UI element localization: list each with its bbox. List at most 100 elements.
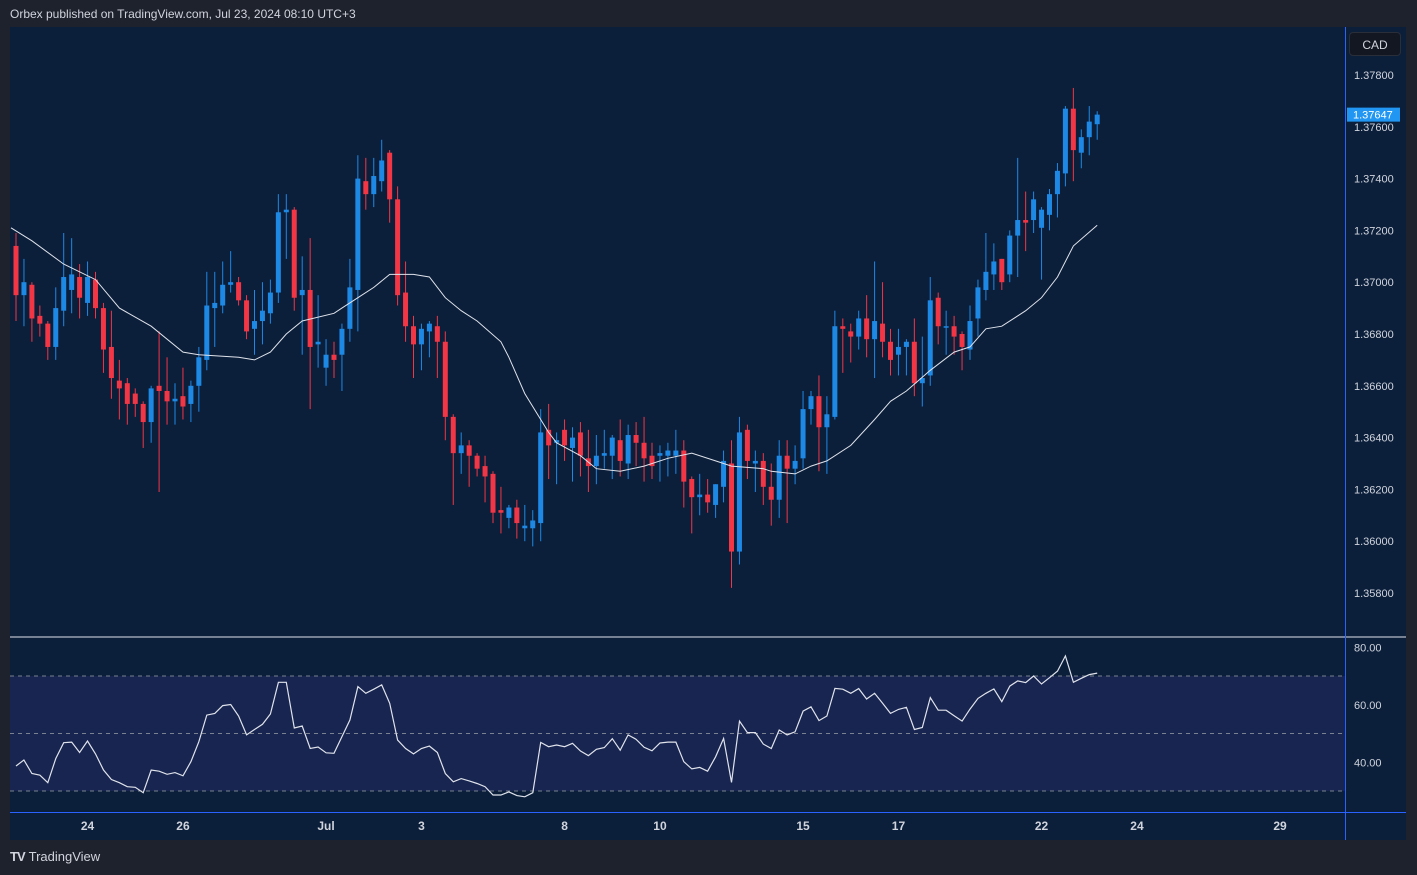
candle-body <box>1031 199 1037 221</box>
rsi-axis[interactable]: 80.00 60.00 40.00 <box>1354 642 1382 769</box>
candle-body <box>991 261 997 275</box>
candle-body <box>442 341 448 417</box>
candle-body <box>363 181 369 195</box>
candle-down <box>291 207 297 311</box>
rsi-tick-label: 80.00 <box>1354 642 1382 654</box>
candle-up <box>776 440 782 518</box>
candle-body <box>824 414 830 428</box>
candle-up <box>1054 163 1060 218</box>
candle-down <box>689 476 695 534</box>
candle-down <box>577 422 583 477</box>
candle-up <box>530 510 536 547</box>
footer-brand: TV TradingView <box>10 849 100 864</box>
candle-body <box>347 287 353 329</box>
candle-down <box>959 331 965 371</box>
candle-up <box>697 473 703 516</box>
time-tick-label: 24 <box>1130 819 1144 833</box>
price-tick-label: 1.37600 <box>1354 122 1394 134</box>
time-axis[interactable]: 24 26 Jul 3 8 10 15 17 22 24 29 <box>81 819 1287 833</box>
time-tick-label: 29 <box>1273 819 1287 833</box>
candle-up <box>736 416 742 565</box>
candle-body <box>633 435 639 443</box>
candle-body <box>546 429 552 446</box>
publish-info: Orbex published on TradingView.com, Jul … <box>10 7 356 21</box>
candle-down <box>108 310 114 399</box>
candle-body <box>196 357 202 386</box>
candle-body <box>1062 108 1068 174</box>
candle-down <box>951 315 957 355</box>
candle-body <box>204 305 210 360</box>
candle-body <box>768 486 774 500</box>
candle-down <box>13 232 19 322</box>
candle-body <box>848 331 854 337</box>
candle-body <box>13 245 19 296</box>
time-tick-label: 15 <box>796 819 810 833</box>
candle-down <box>387 150 393 223</box>
candle-body <box>983 271 989 290</box>
candle-up <box>458 432 464 474</box>
candle-up <box>1031 191 1037 233</box>
candle-body <box>665 450 671 456</box>
candle-body <box>1039 209 1045 228</box>
candle-body <box>736 432 742 552</box>
candle-down <box>180 367 186 420</box>
candle-down <box>911 318 917 397</box>
candle-up <box>609 435 615 480</box>
candle-body <box>93 279 98 309</box>
candle-body <box>681 450 687 482</box>
candle-body <box>291 209 297 298</box>
candle-body <box>729 463 734 552</box>
candle-down <box>498 486 504 534</box>
candle-up <box>148 385 154 443</box>
candle-body <box>713 484 719 505</box>
candle-down <box>633 422 639 467</box>
candle-down <box>1070 87 1076 182</box>
candle-down <box>331 341 337 379</box>
price-axis[interactable]: 1.37800 1.37600 1.37400 1.37200 1.37000 1.368… <box>1354 70 1394 600</box>
candle-body <box>697 494 703 498</box>
candle-body <box>355 178 361 290</box>
candle-up <box>212 271 218 347</box>
candle-body <box>538 432 544 524</box>
candle-up <box>991 243 997 290</box>
candle-down <box>244 295 250 340</box>
candle-up <box>943 310 949 355</box>
candle-body <box>220 284 226 306</box>
candle-body <box>212 302 218 309</box>
moving-average-line <box>10 224 1098 475</box>
candle-down <box>768 463 774 526</box>
candle-down <box>482 455 488 503</box>
candle-body <box>61 277 67 311</box>
candle-down <box>729 440 734 588</box>
candle-body <box>888 341 893 360</box>
currency-button[interactable]: CAD <box>1349 32 1401 56</box>
candle-body <box>395 199 401 296</box>
candle-up <box>506 504 512 529</box>
candle-body <box>53 308 59 347</box>
candle-body <box>371 176 377 195</box>
candle-body <box>244 300 250 332</box>
candle-down <box>474 453 480 477</box>
candle-up <box>975 279 981 337</box>
candle-body <box>148 388 154 423</box>
candle-down <box>649 442 655 480</box>
candle-body <box>967 321 973 350</box>
candle-body <box>999 258 1005 283</box>
candle-body <box>1078 137 1084 153</box>
candle-body <box>808 396 814 410</box>
candle-up <box>713 484 719 518</box>
candle-down <box>442 331 448 441</box>
candle-down <box>848 323 854 363</box>
candle-body <box>752 460 758 464</box>
candle-body <box>577 432 583 456</box>
candle-down <box>514 499 520 539</box>
candle-body <box>649 455 655 467</box>
candle-body <box>919 378 925 384</box>
candle-body <box>760 460 766 487</box>
candle-body <box>943 326 949 328</box>
candle-down <box>124 378 130 425</box>
candle-up <box>69 238 75 314</box>
candle-body <box>116 380 122 389</box>
candle-body <box>252 321 257 329</box>
